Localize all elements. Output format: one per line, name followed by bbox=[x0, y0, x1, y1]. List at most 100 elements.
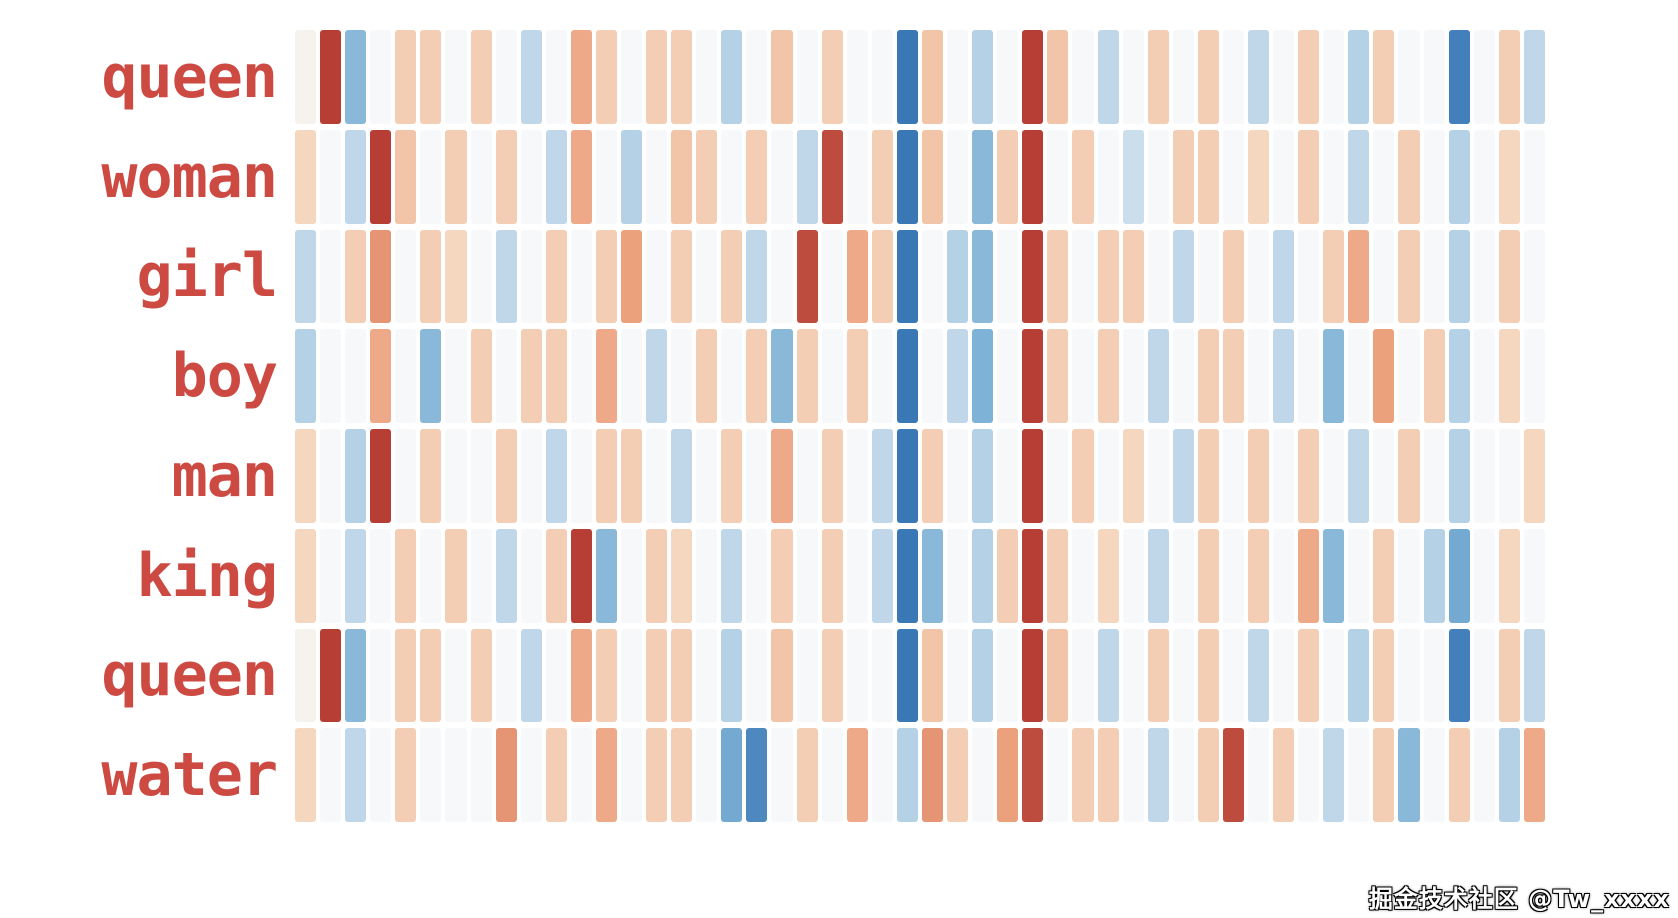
heatmap-cell bbox=[395, 528, 417, 623]
heatmap-cell bbox=[520, 628, 542, 723]
heatmap-cell bbox=[1247, 628, 1270, 723]
heatmap-cell bbox=[947, 728, 969, 822]
heatmap-cell bbox=[1147, 229, 1169, 324]
heatmap-cell bbox=[1197, 30, 1219, 124]
heatmap-cell bbox=[545, 728, 567, 822]
heatmap-cell bbox=[1197, 229, 1219, 324]
heatmap-cell bbox=[721, 429, 743, 523]
heatmap-cell bbox=[1423, 628, 1445, 723]
heatmap-cell bbox=[896, 628, 918, 723]
heatmap-cell bbox=[570, 728, 592, 822]
heatmap-cell bbox=[1498, 329, 1520, 423]
heatmap-cell bbox=[1247, 30, 1270, 124]
heatmap-cell bbox=[570, 528, 592, 623]
heatmap-cell bbox=[320, 129, 342, 224]
heatmap-cell bbox=[1373, 129, 1395, 224]
heatmap-cell bbox=[671, 429, 693, 523]
heatmap-cell bbox=[947, 30, 969, 124]
heatmap-cell bbox=[445, 728, 467, 822]
heatmap-cell bbox=[1373, 528, 1395, 623]
heatmap-row: queen bbox=[0, 30, 1545, 124]
heatmap-cell bbox=[1323, 329, 1345, 423]
heatmap-cell bbox=[947, 329, 969, 423]
heatmap-cell bbox=[1423, 528, 1445, 623]
heatmap-cell bbox=[1473, 528, 1495, 623]
heatmap-cell bbox=[871, 229, 893, 324]
heatmap-cell bbox=[771, 329, 793, 423]
heatmap-cell bbox=[746, 628, 768, 723]
heatmap-cell bbox=[1047, 229, 1069, 324]
heatmap-row: queen bbox=[0, 628, 1545, 723]
heatmap-cell bbox=[470, 30, 492, 124]
heatmap-cell bbox=[796, 329, 818, 423]
heatmap-cell bbox=[1298, 329, 1320, 423]
heatmap-cell bbox=[1298, 429, 1320, 523]
heatmap-cell bbox=[1172, 728, 1194, 822]
heatmap-cell bbox=[821, 229, 843, 324]
heatmap-cell bbox=[1122, 229, 1144, 324]
heatmap-cell bbox=[771, 528, 793, 623]
heatmap-cell bbox=[796, 129, 818, 224]
heatmap-cell bbox=[871, 429, 893, 523]
heatmap-cell bbox=[495, 528, 517, 623]
heatmap-cell bbox=[495, 628, 517, 723]
heatmap-cell bbox=[646, 528, 668, 623]
heatmap-cell bbox=[972, 129, 994, 224]
heatmap-cell bbox=[420, 229, 442, 324]
heatmap-row: girl bbox=[0, 229, 1545, 324]
heatmap-cell bbox=[646, 728, 668, 822]
heatmap-cell bbox=[1097, 528, 1119, 623]
heatmap-cell bbox=[1273, 30, 1295, 124]
heatmap-cell bbox=[1097, 229, 1119, 324]
heatmap-cell bbox=[1423, 229, 1445, 324]
heatmap-cell bbox=[1448, 129, 1470, 224]
heatmap-cell bbox=[796, 628, 818, 723]
heatmap-cell bbox=[721, 30, 743, 124]
heatmap-cell bbox=[721, 229, 743, 324]
heatmap-cell bbox=[1448, 229, 1470, 324]
heatmap-cell bbox=[997, 628, 1019, 723]
heatmap-cell bbox=[896, 728, 918, 822]
heatmap-cell bbox=[1222, 129, 1244, 224]
heatmap-cell bbox=[545, 329, 567, 423]
heatmap-cell bbox=[1298, 229, 1320, 324]
heatmap-cell bbox=[595, 728, 618, 822]
heatmap-cell bbox=[796, 728, 818, 822]
heatmap-cell bbox=[646, 30, 668, 124]
heatmap-cell bbox=[595, 628, 618, 723]
heatmap-cell bbox=[1523, 129, 1545, 224]
heatmap-cell bbox=[696, 429, 718, 523]
heatmap-cell bbox=[1072, 329, 1094, 423]
heatmap-cell bbox=[746, 728, 768, 822]
heatmap-cell bbox=[821, 528, 843, 623]
heatmap-cell bbox=[972, 528, 994, 623]
heatmap-cell bbox=[696, 129, 718, 224]
heatmap-cell bbox=[671, 129, 693, 224]
heatmap-cell bbox=[696, 728, 718, 822]
heatmap-cell bbox=[1473, 329, 1495, 423]
heatmap-cell bbox=[921, 429, 944, 523]
row-cells bbox=[295, 628, 1545, 723]
heatmap-cell bbox=[1273, 628, 1295, 723]
heatmap-cell bbox=[1373, 30, 1395, 124]
heatmap-cell bbox=[1423, 429, 1445, 523]
heatmap-cell bbox=[570, 229, 592, 324]
heatmap-cell bbox=[746, 229, 768, 324]
heatmap-cell bbox=[1473, 628, 1495, 723]
heatmap-cell bbox=[721, 129, 743, 224]
heatmap-cell bbox=[1373, 628, 1395, 723]
heatmap-cell bbox=[295, 229, 317, 324]
heatmap-cell bbox=[1047, 628, 1069, 723]
heatmap-cell bbox=[1498, 728, 1520, 822]
row-cells bbox=[295, 229, 1545, 324]
heatmap-cell bbox=[1423, 329, 1445, 423]
heatmap-cell bbox=[495, 329, 517, 423]
heatmap-cell bbox=[821, 329, 843, 423]
heatmap-cell bbox=[972, 329, 994, 423]
heatmap-cell bbox=[1348, 30, 1370, 124]
heatmap-cell bbox=[1448, 728, 1470, 822]
heatmap-cell bbox=[646, 329, 668, 423]
heatmap-cell bbox=[1247, 329, 1270, 423]
heatmap-cell bbox=[1273, 728, 1295, 822]
